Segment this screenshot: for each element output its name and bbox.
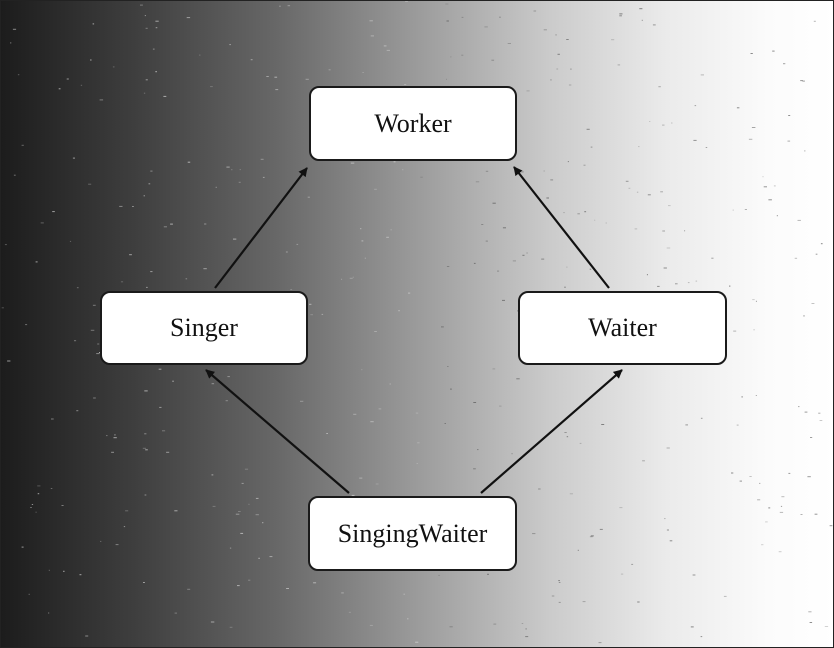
class-node-waiter: Waiter (518, 291, 727, 365)
class-node-worker: Worker (309, 86, 517, 161)
arrow-waiter-to-worker (513, 166, 610, 289)
arrow-singingwaiter-to-singer (205, 369, 350, 494)
class-node-singer: Singer (100, 291, 308, 365)
class-node-label: Worker (374, 108, 452, 138)
class-node-label: SingingWaiter (337, 518, 488, 548)
class-node-label: Waiter (588, 313, 657, 342)
arrow-singingwaiter-to-waiter (480, 369, 623, 494)
arrow-singer-to-worker (214, 167, 308, 289)
class-node-singingwaiter: SingingWaiter (308, 496, 517, 571)
class-node-label: Singer (170, 313, 238, 342)
